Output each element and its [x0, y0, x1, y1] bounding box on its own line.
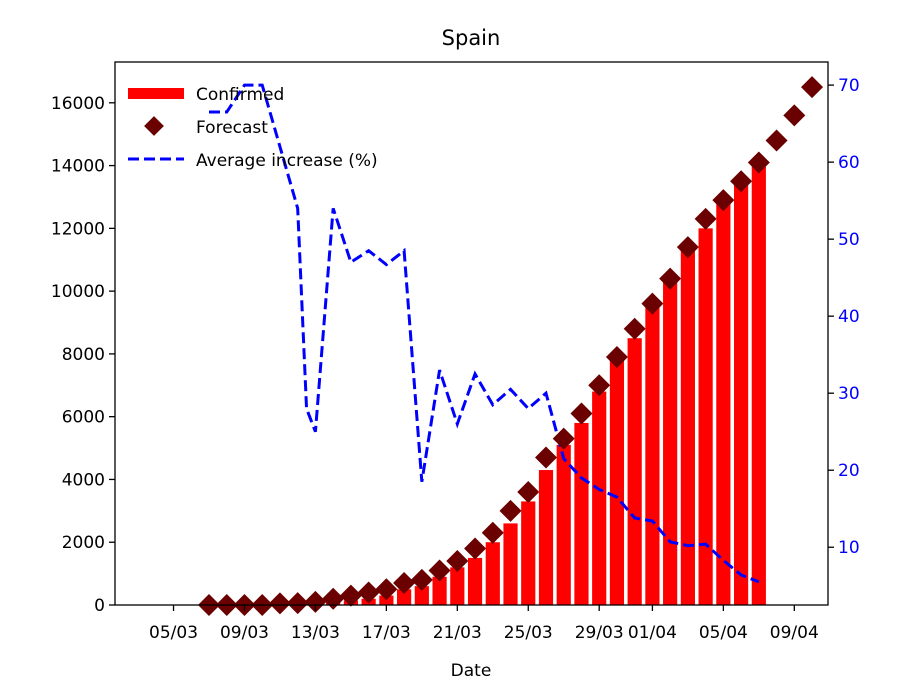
forecast-point	[712, 189, 735, 212]
x-tick-label: 05/04	[699, 623, 748, 643]
y2-tick-label: 60	[838, 153, 860, 173]
bar	[627, 338, 642, 605]
bar	[716, 203, 731, 606]
bar	[609, 360, 625, 605]
bar	[751, 165, 766, 605]
bar	[432, 576, 447, 605]
y-tick-label: 2000	[62, 533, 105, 553]
bar	[414, 586, 429, 605]
forecast-point	[765, 129, 788, 152]
y2-tick-label: 40	[838, 307, 860, 327]
y2-tick-label: 70	[838, 76, 860, 96]
y-tick-label: 6000	[62, 408, 105, 428]
forecast-point	[428, 559, 451, 582]
bar	[556, 444, 571, 605]
forecast-point	[339, 584, 362, 607]
bar	[698, 228, 713, 605]
y-tick-label: 14000	[51, 157, 105, 177]
x-tick-label: 13/03	[291, 623, 340, 643]
x-tick-label: 21/03	[433, 623, 482, 643]
forecast-point	[375, 578, 398, 601]
y-tick-label: 12000	[51, 219, 105, 239]
x-tick-label: 09/03	[220, 623, 269, 643]
x-tick-label: 01/04	[628, 623, 677, 643]
x-tick-label: 17/03	[362, 623, 411, 643]
x-axis: 05/03 09/03 13/03 17/03 21/03 25/03 29/03 01/04…	[149, 605, 819, 643]
forecast-point	[801, 76, 824, 99]
forecast-point	[393, 572, 416, 595]
forecast-point	[410, 568, 433, 591]
average-line-layer	[209, 83, 760, 584]
y2-tick-label: 20	[838, 461, 860, 481]
forecast-point	[286, 592, 309, 615]
forecast-point	[268, 592, 291, 615]
forecast-point	[534, 446, 557, 469]
forecast-point	[605, 346, 628, 369]
bar	[645, 306, 660, 605]
forecast-point	[783, 104, 806, 127]
average-increase-line	[209, 83, 760, 584]
forecast-point	[694, 207, 717, 230]
forecast-point	[570, 402, 593, 425]
bar	[592, 391, 607, 605]
forecast-point	[588, 374, 611, 397]
x-axis-label: Date	[451, 661, 492, 681]
y-tick-label: 4000	[62, 470, 105, 490]
legend-forecast-marker	[144, 116, 164, 136]
plot-frame	[114, 61, 829, 606]
forecast-point	[676, 236, 699, 259]
forecast-point	[623, 317, 646, 340]
y2-tick-label: 50	[838, 230, 860, 250]
y-tick-label: 0	[94, 596, 105, 616]
bar	[467, 557, 483, 605]
forecast-point	[304, 590, 327, 613]
x-tick-label: 29/03	[575, 623, 624, 643]
chart-title: Spain	[442, 26, 501, 50]
bar	[538, 470, 554, 605]
bar	[450, 567, 465, 605]
forecast-point	[659, 267, 682, 290]
bar	[680, 250, 695, 605]
legend-average-label: Average increase (%)	[196, 151, 378, 171]
legend-confirmed-swatch	[128, 88, 184, 99]
bar	[521, 501, 536, 605]
x-tick-label: 09/04	[770, 623, 819, 643]
legend-forecast-label: Forecast	[196, 118, 268, 138]
bar	[574, 422, 589, 605]
y-tick-label: 16000	[51, 94, 105, 114]
forecast-point	[747, 151, 770, 174]
forecast-point	[464, 537, 487, 560]
bar	[734, 181, 749, 605]
y-tick-label: 8000	[62, 345, 105, 365]
legend-confirmed-label: Confirmed	[196, 85, 284, 105]
forecast-point	[481, 521, 504, 544]
bar	[503, 523, 518, 605]
forecast-point	[552, 427, 575, 450]
left-axis: 0 2000 4000 6000 8000 10000 12000 14000 16000	[51, 94, 115, 616]
forecast-point	[641, 292, 664, 315]
x-tick-label: 05/03	[149, 623, 198, 643]
forecast-point	[446, 550, 469, 573]
bars-layer	[237, 165, 766, 606]
forecast-point	[357, 581, 380, 604]
forecast-point	[730, 170, 753, 193]
y2-tick-label: 30	[838, 384, 860, 404]
y2-tick-label: 10	[838, 538, 860, 558]
right-axis: 10 20 30 40 50 60 70	[828, 76, 860, 558]
y-tick-label: 10000	[51, 282, 105, 302]
bar	[397, 589, 412, 605]
forecast-point	[322, 587, 345, 610]
bar	[663, 278, 678, 605]
forecast-point	[517, 481, 540, 504]
legend: Confirmed Forecast Average increase (%)	[128, 85, 378, 171]
x-tick-label: 25/03	[504, 623, 553, 643]
bar	[485, 542, 500, 605]
forecast-point	[499, 499, 522, 522]
